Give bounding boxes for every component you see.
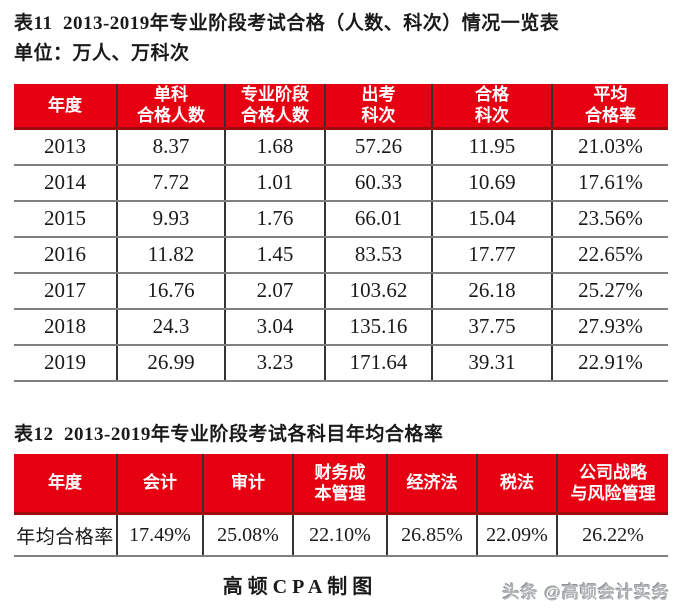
value-cell: 171.64	[325, 344, 433, 382]
source-credit: 高顿CPA制图	[222, 576, 378, 598]
table2-header-year: 年度	[14, 454, 118, 515]
value-cell: 15.04	[432, 200, 553, 238]
value-cell: 3.23	[225, 344, 326, 382]
value-cell: 17.61%	[552, 164, 668, 202]
year-cell: 2015	[14, 200, 118, 238]
table1-header-average-pass-rate: 平均 合格率	[552, 84, 668, 130]
value-cell: 1.68	[225, 128, 326, 166]
table1-header-row: 年度 单科 合格人数 专业阶段 合格人数 出考 科次 合格 科次 平均 合格率	[14, 84, 668, 130]
value-cell: 57.26	[325, 128, 433, 166]
value-cell: 22.10%	[293, 513, 388, 557]
table-row: 2019 26.99 3.23 171.64 39.31 22.91%	[14, 344, 668, 382]
year-cell: 2017	[14, 272, 118, 310]
value-cell: 23.56%	[552, 200, 668, 238]
value-cell: 17.49%	[117, 513, 204, 557]
value-cell: 135.16	[325, 308, 433, 346]
value-cell: 11.95	[432, 128, 553, 166]
toutiao-watermark: 头条 @高顿会计实务	[502, 583, 670, 602]
value-cell: 26.22%	[557, 513, 668, 557]
value-cell: 60.33	[325, 164, 433, 202]
value-cell: 66.01	[325, 200, 433, 238]
value-cell: 22.65%	[552, 236, 668, 274]
year-cell: 2019	[14, 344, 118, 382]
table2-header-row: 年度 会计 审计 财务成 本管理 经济法 税法 公司战略 与风险管理	[14, 454, 668, 515]
value-cell: 10.69	[432, 164, 553, 202]
value-cell: 22.91%	[552, 344, 668, 382]
table2-header-auditing: 审计	[203, 454, 294, 515]
table2-title: 表12 2013-2019年专业阶段考试各科目年均合格率	[14, 424, 444, 445]
table1-header-year: 年度	[14, 84, 118, 130]
value-cell: 27.93%	[552, 308, 668, 346]
units-subtitle: 单位：万人、万科次	[14, 43, 190, 64]
table2-header-strategy-risk-management: 公司战略 与风险管理	[557, 454, 668, 515]
value-cell: 103.62	[325, 272, 433, 310]
value-cell: 2.07	[225, 272, 326, 310]
value-cell: 17.77	[432, 236, 553, 274]
table2-header-financial-cost-management: 财务成 本管理	[293, 454, 388, 515]
value-cell: 7.72	[117, 164, 226, 202]
value-cell: 11.82	[117, 236, 226, 274]
subject-pass-rate-table: 年度 会计 审计 财务成 本管理 经济法 税法 公司战略 与风险管理 年均合格率…	[14, 454, 668, 557]
value-cell: 24.3	[117, 308, 226, 346]
value-cell: 26.99	[117, 344, 226, 382]
table-row: 年均合格率 17.49% 25.08% 22.10% 26.85% 22.09%…	[14, 513, 668, 557]
table-row: 2014 7.72 1.01 60.33 10.69 17.61%	[14, 164, 668, 202]
value-cell: 1.45	[225, 236, 326, 274]
value-cell: 3.04	[225, 308, 326, 346]
value-cell: 21.03%	[552, 128, 668, 166]
value-cell: 26.18	[432, 272, 553, 310]
value-cell: 83.53	[325, 236, 433, 274]
table1-title: 表11 2013-2019年专业阶段考试合格（人数、科次）情况一览表	[14, 13, 560, 34]
table-row: 2015 9.93 1.76 66.01 15.04 23.56%	[14, 200, 668, 238]
table-row: 2016 11.82 1.45 83.53 17.77 22.65%	[14, 236, 668, 274]
table2-header-tax-law: 税法	[477, 454, 558, 515]
year-cell: 2018	[14, 308, 118, 346]
value-cell: 39.31	[432, 344, 553, 382]
value-cell: 1.01	[225, 164, 326, 202]
year-cell: 2016	[14, 236, 118, 274]
value-cell: 8.37	[117, 128, 226, 166]
table1-header-sittings: 出考 科次	[325, 84, 433, 130]
table2-header-economic-law: 经济法	[387, 454, 478, 515]
table1-header-stage-passers: 专业阶段 合格人数	[225, 84, 326, 130]
table1-header-passing-sittings: 合格 科次	[432, 84, 553, 130]
table-row: 2013 8.37 1.68 57.26 11.95 21.03%	[14, 128, 668, 166]
value-cell: 25.08%	[203, 513, 294, 557]
year-cell: 2013	[14, 128, 118, 166]
year-cell: 2014	[14, 164, 118, 202]
table1-header-single-subject-passers: 单科 合格人数	[117, 84, 226, 130]
row-label-annual-average-pass-rate: 年均合格率	[14, 513, 118, 557]
value-cell: 25.27%	[552, 272, 668, 310]
table2-header-accounting: 会计	[117, 454, 204, 515]
value-cell: 37.75	[432, 308, 553, 346]
pass-counts-table: 年度 单科 合格人数 专业阶段 合格人数 出考 科次 合格 科次 平均 合格率 …	[14, 84, 668, 382]
value-cell: 1.76	[225, 200, 326, 238]
table-row: 2018 24.3 3.04 135.16 37.75 27.93%	[14, 308, 668, 346]
value-cell: 9.93	[117, 200, 226, 238]
value-cell: 16.76	[117, 272, 226, 310]
value-cell: 26.85%	[387, 513, 478, 557]
value-cell: 22.09%	[477, 513, 558, 557]
table-row: 2017 16.76 2.07 103.62 26.18 25.27%	[14, 272, 668, 310]
